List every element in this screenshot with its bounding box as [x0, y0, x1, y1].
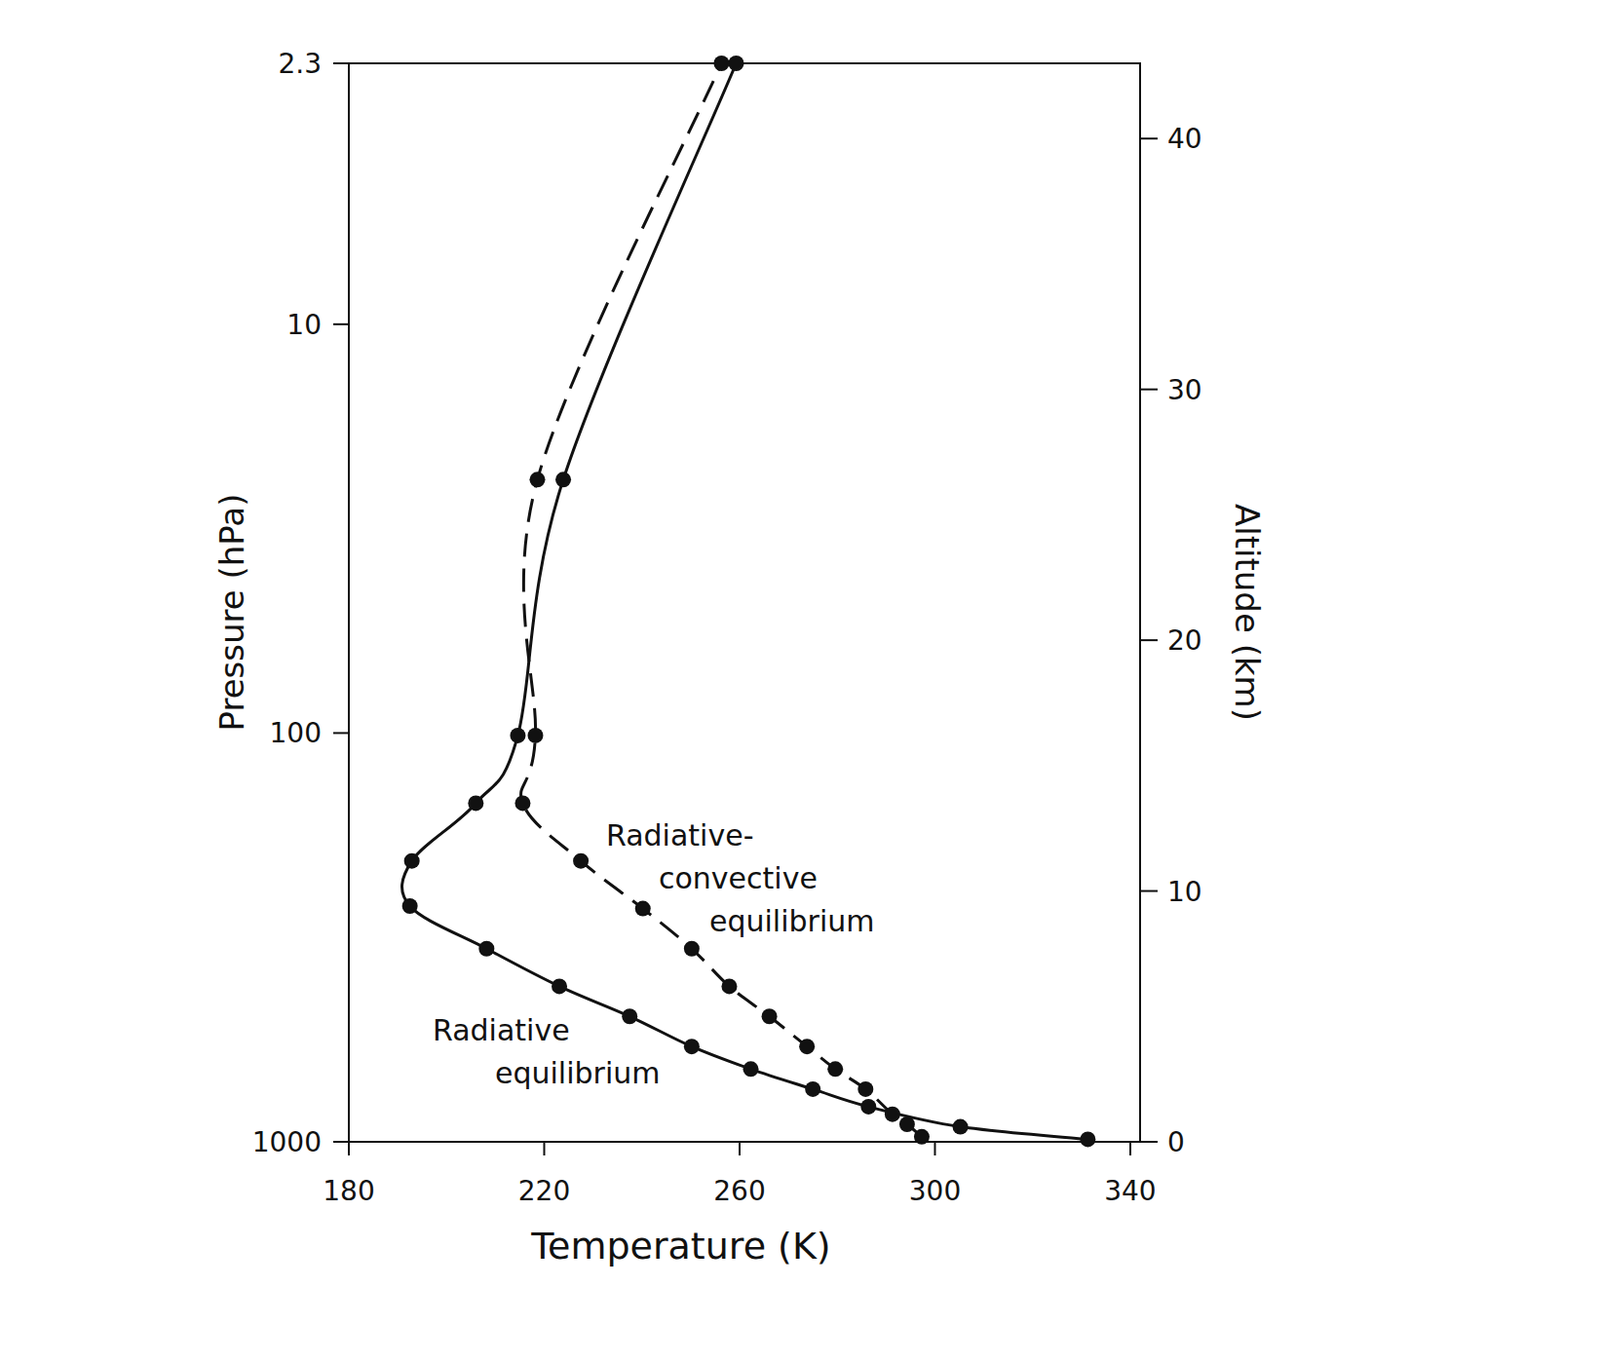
- series-line: [521, 63, 922, 1138]
- series-marker: [713, 55, 729, 72]
- series-marker: [555, 471, 572, 488]
- series-marker: [514, 795, 531, 811]
- series-marker: [914, 1129, 930, 1145]
- series-label: Radiative-convectiveequilibrium: [606, 818, 875, 939]
- series-marker: [467, 795, 484, 811]
- x-tick-label: 340: [1104, 1175, 1156, 1208]
- y2-tick: [1140, 639, 1158, 642]
- series-marker: [952, 1119, 969, 1136]
- series-marker: [572, 853, 589, 870]
- series-marker: [478, 941, 495, 957]
- x-axis-title: Temperature (K): [530, 1224, 831, 1268]
- series-marker: [551, 978, 568, 994]
- series-marker: [1079, 1131, 1096, 1147]
- x-tick: [542, 1142, 545, 1156]
- series-marker: [509, 727, 526, 744]
- series-marker: [727, 55, 744, 72]
- y2-tick-label: 20: [1167, 624, 1203, 657]
- series-marker: [799, 1038, 815, 1055]
- y-tick: [333, 62, 349, 65]
- series-marker: [860, 1099, 877, 1115]
- series-marker: [721, 978, 737, 994]
- plot-frame: [348, 63, 1141, 1143]
- y2-tick: [1140, 1141, 1158, 1143]
- y-tick-label: 1000: [252, 1126, 322, 1159]
- series-marker: [857, 1081, 874, 1098]
- series-label: Radiativeequilibrium: [432, 1013, 660, 1091]
- x-tick-label: 220: [518, 1175, 571, 1208]
- series-marker: [527, 727, 543, 744]
- y2-tick-label: 40: [1167, 122, 1203, 155]
- x-tick: [933, 1142, 936, 1156]
- series-marker: [804, 1081, 821, 1098]
- y-tick: [333, 731, 349, 734]
- plot-area: [402, 55, 1097, 1147]
- y-tick-label: 2.3: [277, 47, 322, 80]
- series-marker: [743, 1061, 760, 1077]
- series-marker: [402, 898, 419, 915]
- x-tick-label: 180: [322, 1175, 375, 1208]
- chart: 180 220 260 300 340 1000 100 10 2.3 0 10 20 30 40 Temp…: [0, 0, 1600, 1362]
- y2-tick: [1140, 890, 1158, 893]
- y-tick: [333, 1141, 349, 1143]
- y-tick: [333, 323, 349, 326]
- y2-tick: [1140, 137, 1158, 140]
- series-marker: [621, 1008, 638, 1025]
- y-axis-title: Pressure (hPa): [212, 494, 252, 732]
- series-marker: [827, 1061, 843, 1077]
- series-marker: [684, 1038, 700, 1055]
- series-marker: [404, 853, 420, 870]
- series-marker: [899, 1116, 915, 1133]
- series-line: [402, 63, 1089, 1140]
- series-marker: [761, 1008, 778, 1025]
- x-tick: [347, 1142, 350, 1156]
- y-tick-label: 10: [286, 308, 322, 342]
- y2-tick-label: 0: [1167, 1126, 1185, 1159]
- x-tick-label: 260: [713, 1175, 765, 1208]
- x-tick-label: 300: [909, 1175, 961, 1208]
- x-tick: [1129, 1142, 1132, 1156]
- y2-tick-label: 10: [1167, 876, 1203, 909]
- y2-tick: [1140, 388, 1158, 391]
- y2-axis-title: Altitude (km): [1227, 503, 1267, 722]
- x-tick: [738, 1142, 741, 1156]
- y-tick-label: 100: [269, 717, 322, 750]
- series-marker: [635, 901, 651, 917]
- series-marker: [884, 1106, 901, 1123]
- series-marker: [684, 941, 700, 957]
- series-marker: [529, 471, 545, 488]
- y2-tick-label: 30: [1167, 374, 1203, 407]
